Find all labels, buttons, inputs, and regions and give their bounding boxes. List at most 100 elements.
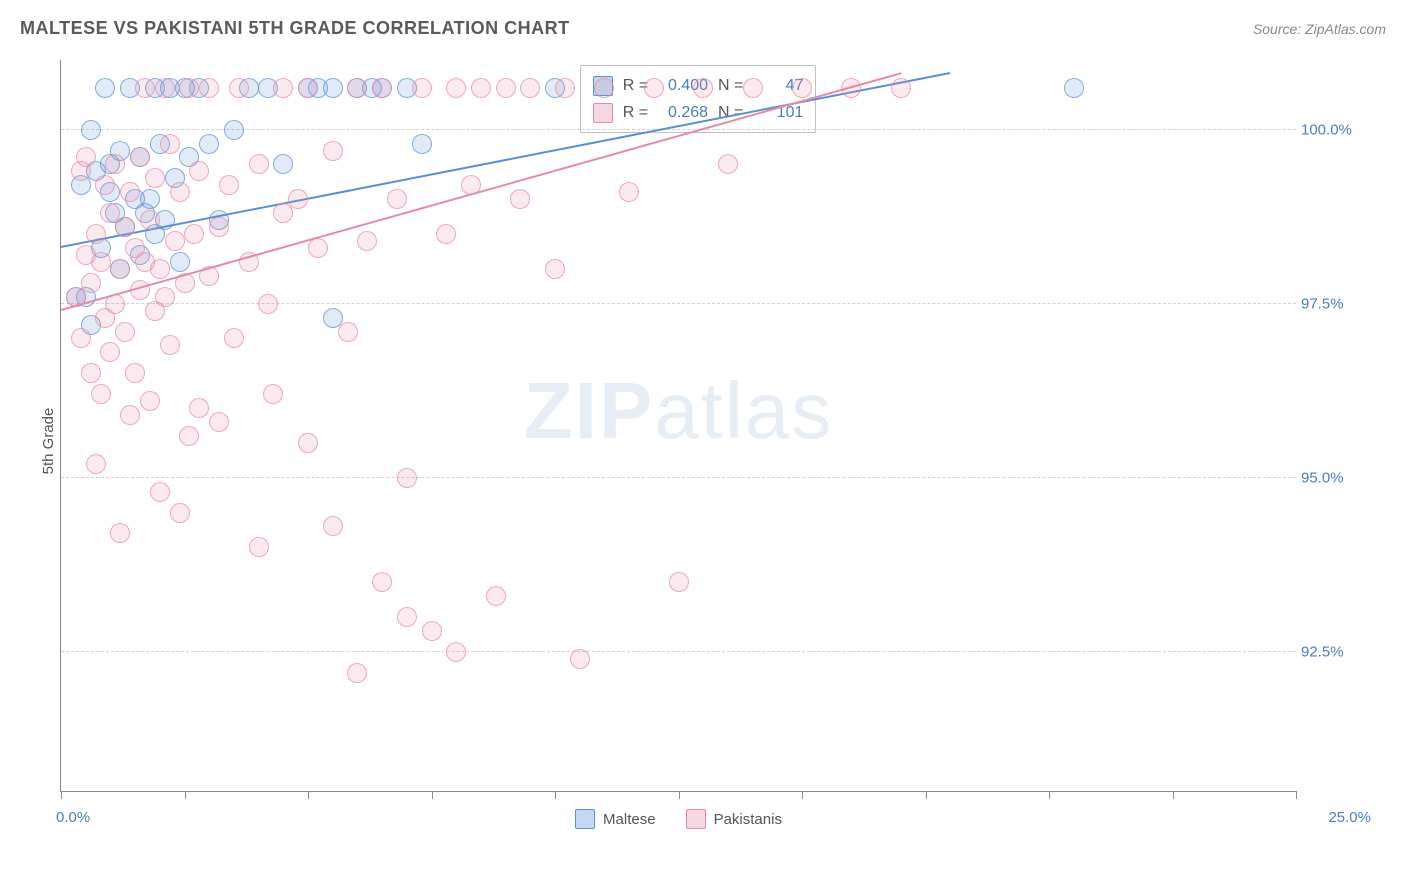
- data-point: [496, 78, 516, 98]
- xtick: [555, 791, 556, 799]
- data-point: [95, 78, 115, 98]
- data-point: [545, 259, 565, 279]
- data-point: [130, 147, 150, 167]
- xtick: [432, 791, 433, 799]
- data-point: [347, 663, 367, 683]
- data-point: [120, 182, 140, 202]
- data-point: [792, 78, 812, 98]
- data-point: [150, 259, 170, 279]
- xtick: [802, 791, 803, 799]
- data-point: [199, 78, 219, 98]
- data-point: [120, 405, 140, 425]
- gridline: [61, 303, 1296, 304]
- ytick-label: 92.5%: [1301, 643, 1371, 660]
- n-label: N =: [718, 72, 743, 99]
- data-point: [298, 433, 318, 453]
- data-point: [170, 182, 190, 202]
- data-point: [471, 78, 491, 98]
- data-point: [86, 224, 106, 244]
- data-point: [387, 189, 407, 209]
- legend-item: Maltese: [575, 809, 656, 829]
- data-point: [372, 572, 392, 592]
- data-point: [179, 78, 199, 98]
- data-point: [81, 273, 101, 293]
- data-point: [140, 189, 160, 209]
- gridline: [61, 129, 1296, 130]
- data-point: [436, 224, 456, 244]
- chart-container: 5th Grade ZIPatlas 0.0% 25.0% R =0.400N …: [50, 50, 1376, 832]
- data-point: [520, 78, 540, 98]
- xtick: [679, 791, 680, 799]
- data-point: [397, 468, 417, 488]
- data-point: [135, 78, 155, 98]
- data-point: [273, 78, 293, 98]
- data-point: [510, 189, 530, 209]
- data-point: [125, 363, 145, 383]
- data-point: [81, 363, 101, 383]
- data-point: [189, 398, 209, 418]
- data-point: [644, 78, 664, 98]
- legend-swatch: [686, 809, 706, 829]
- data-point: [100, 342, 120, 362]
- data-point: [263, 384, 283, 404]
- data-point: [155, 78, 175, 98]
- data-point: [412, 134, 432, 154]
- xtick: [61, 791, 62, 799]
- gridline: [61, 477, 1296, 478]
- legend-label: Maltese: [603, 811, 656, 828]
- data-point: [372, 78, 392, 98]
- data-point: [140, 391, 160, 411]
- data-point: [224, 328, 244, 348]
- data-point: [619, 182, 639, 202]
- data-point: [229, 78, 249, 98]
- data-point: [115, 322, 135, 342]
- data-point: [669, 572, 689, 592]
- data-point: [155, 287, 175, 307]
- data-point: [86, 454, 106, 474]
- data-point: [249, 537, 269, 557]
- gridline: [61, 651, 1296, 652]
- data-point: [570, 649, 590, 669]
- data-point: [179, 426, 199, 446]
- data-point: [170, 503, 190, 523]
- data-point: [184, 224, 204, 244]
- data-point: [298, 78, 318, 98]
- data-point: [594, 78, 614, 98]
- data-point: [891, 78, 911, 98]
- data-point: [115, 217, 135, 237]
- xtick: [308, 791, 309, 799]
- data-point: [110, 523, 130, 543]
- data-point: [1064, 78, 1084, 98]
- data-point: [160, 134, 180, 154]
- source-label: Source: ZipAtlas.com: [1253, 21, 1386, 37]
- data-point: [693, 78, 713, 98]
- xtick: [926, 791, 927, 799]
- plot-area: ZIPatlas 0.0% 25.0% R =0.400N =47R =0.26…: [60, 60, 1296, 792]
- xaxis-max-label: 25.0%: [1328, 809, 1371, 826]
- data-point: [323, 141, 343, 161]
- data-point: [140, 210, 160, 230]
- data-point: [219, 175, 239, 195]
- data-point: [446, 78, 466, 98]
- data-point: [91, 384, 111, 404]
- data-point: [338, 322, 358, 342]
- ytick-label: 95.0%: [1301, 469, 1371, 486]
- chart-title: MALTESE VS PAKISTANI 5TH GRADE CORRELATI…: [20, 18, 570, 39]
- data-point: [288, 189, 308, 209]
- data-point: [249, 154, 269, 174]
- data-point: [160, 335, 180, 355]
- data-point: [71, 328, 91, 348]
- data-point: [357, 231, 377, 251]
- data-point: [273, 154, 293, 174]
- data-point: [199, 134, 219, 154]
- data-point: [150, 482, 170, 502]
- watermark: ZIPatlas: [524, 365, 833, 457]
- ytick-label: 97.5%: [1301, 295, 1371, 312]
- series-legend: MaltesePakistanis: [61, 809, 1296, 829]
- data-point: [145, 168, 165, 188]
- data-point: [555, 78, 575, 98]
- data-point: [718, 154, 738, 174]
- xtick: [1296, 791, 1297, 799]
- data-point: [446, 642, 466, 662]
- data-point: [347, 78, 367, 98]
